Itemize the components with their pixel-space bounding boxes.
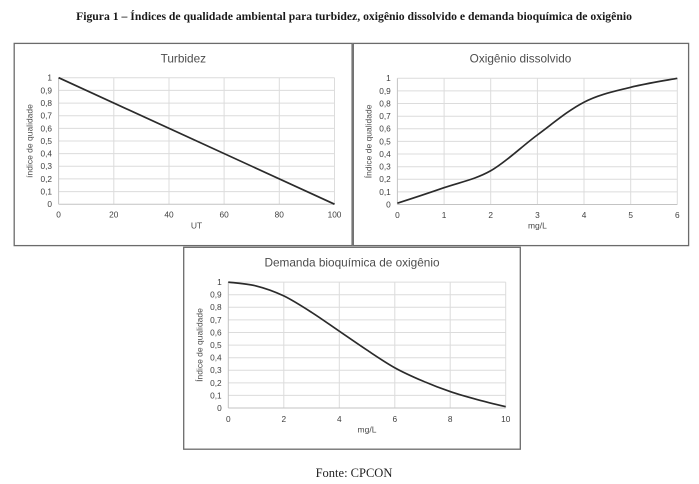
- svg-text:0,7: 0,7: [210, 315, 222, 325]
- svg-text:4: 4: [337, 414, 342, 424]
- svg-text:0,9: 0,9: [379, 86, 391, 96]
- svg-text:0,5: 0,5: [379, 136, 391, 146]
- svg-text:0,2: 0,2: [40, 174, 52, 184]
- svg-text:0: 0: [226, 414, 231, 424]
- svg-text:Figura 1 – Índices de qualidad: Figura 1 – Índices de qualidade ambienta…: [76, 9, 632, 23]
- svg-text:0,3: 0,3: [379, 162, 391, 172]
- svg-text:mg/L: mg/L: [528, 221, 547, 231]
- svg-text:1: 1: [47, 73, 52, 83]
- svg-text:100: 100: [328, 210, 342, 220]
- svg-text:60: 60: [219, 210, 229, 220]
- svg-text:8: 8: [448, 414, 453, 424]
- svg-text:Índice de qualidade: Índice de qualidade: [195, 308, 205, 382]
- svg-text:Fonte: CPCON: Fonte: CPCON: [316, 466, 393, 480]
- svg-text:0,2: 0,2: [379, 174, 391, 184]
- svg-text:0,7: 0,7: [379, 111, 391, 121]
- svg-text:0,4: 0,4: [379, 149, 391, 159]
- svg-text:0: 0: [386, 200, 391, 210]
- svg-text:0,1: 0,1: [40, 187, 52, 197]
- svg-text:0,6: 0,6: [210, 327, 222, 337]
- svg-text:6: 6: [392, 414, 397, 424]
- svg-text:6: 6: [675, 210, 680, 220]
- svg-text:0: 0: [56, 210, 61, 220]
- svg-text:0,4: 0,4: [210, 353, 222, 363]
- svg-text:0,3: 0,3: [40, 161, 52, 171]
- svg-text:UT: UT: [191, 221, 202, 231]
- svg-text:4: 4: [582, 210, 587, 220]
- svg-text:1: 1: [386, 73, 391, 83]
- svg-text:0,5: 0,5: [40, 136, 52, 146]
- svg-text:0,8: 0,8: [210, 302, 222, 312]
- svg-text:0,4: 0,4: [40, 149, 52, 159]
- svg-text:2: 2: [488, 210, 493, 220]
- svg-text:0,8: 0,8: [379, 98, 391, 108]
- svg-text:0,8: 0,8: [40, 98, 52, 108]
- svg-text:0,6: 0,6: [379, 124, 391, 134]
- svg-text:1: 1: [442, 210, 447, 220]
- svg-text:0,7: 0,7: [40, 111, 52, 121]
- svg-text:índice de qualidade: índice de qualidade: [25, 104, 35, 178]
- svg-text:0,1: 0,1: [210, 390, 222, 400]
- svg-text:10: 10: [501, 414, 511, 424]
- svg-text:0,2: 0,2: [210, 378, 222, 388]
- svg-text:20: 20: [109, 210, 119, 220]
- svg-text:0,9: 0,9: [40, 85, 52, 95]
- svg-text:Oxigênio dissolvido: Oxigênio dissolvido: [470, 52, 572, 66]
- svg-text:0: 0: [395, 210, 400, 220]
- svg-text:3: 3: [535, 210, 540, 220]
- svg-text:0,1: 0,1: [379, 187, 391, 197]
- svg-text:Índice de qualidade: Índice de qualidade: [364, 104, 374, 178]
- svg-text:1: 1: [217, 277, 222, 287]
- svg-text:mg/L: mg/L: [358, 425, 377, 435]
- svg-text:0,5: 0,5: [210, 340, 222, 350]
- svg-text:40: 40: [164, 210, 174, 220]
- svg-text:0,6: 0,6: [40, 123, 52, 133]
- svg-text:5: 5: [628, 210, 633, 220]
- svg-text:Turbidez: Turbidez: [161, 52, 207, 66]
- svg-text:0,9: 0,9: [210, 290, 222, 300]
- svg-text:80: 80: [275, 210, 285, 220]
- svg-text:Demanda bioquímica de oxigênio: Demanda bioquímica de oxigênio: [264, 256, 440, 270]
- svg-text:0: 0: [217, 403, 222, 413]
- svg-text:0: 0: [47, 199, 52, 209]
- svg-text:2: 2: [281, 414, 286, 424]
- svg-text:0,3: 0,3: [210, 365, 222, 375]
